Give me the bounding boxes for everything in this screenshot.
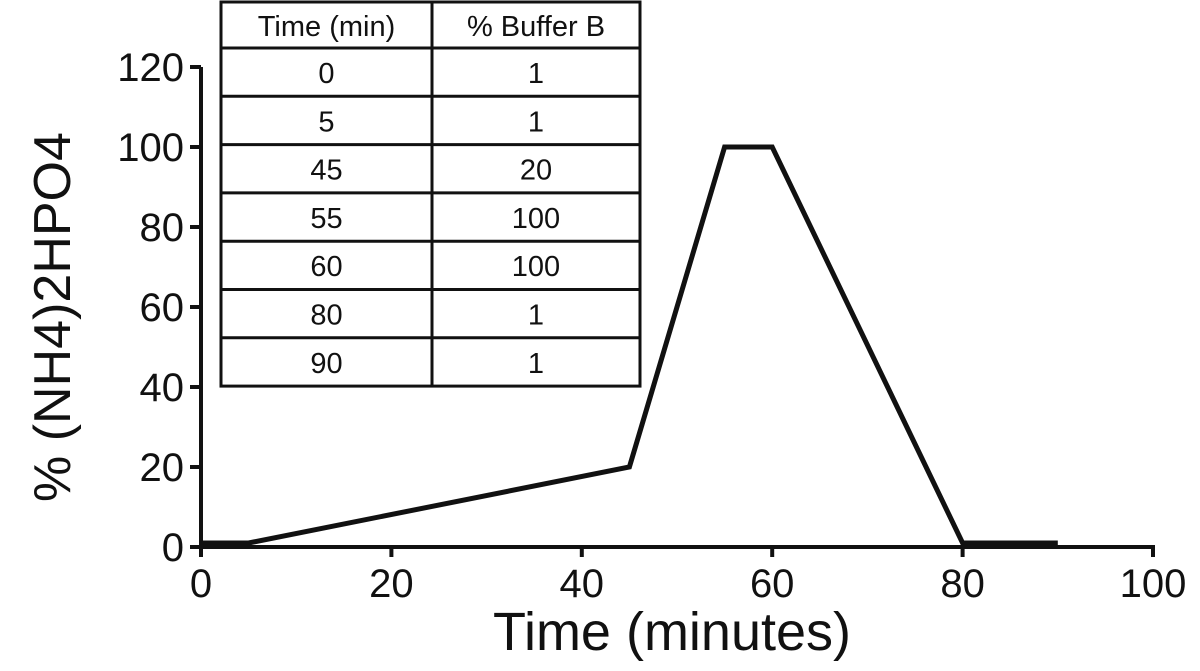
table-cell: 1 <box>528 58 544 90</box>
x-tick-label: 0 <box>190 562 212 606</box>
table-cell: 55 <box>310 203 342 235</box>
table-cell: 5 <box>318 106 334 138</box>
table-cell: 1 <box>528 348 544 380</box>
x-axis-title: Time (minutes) <box>493 602 851 662</box>
x-tick-label: 20 <box>369 562 414 606</box>
y-tick-label: 120 <box>117 46 184 90</box>
table-cell: 0 <box>318 58 334 90</box>
x-tick-label: 40 <box>560 562 605 606</box>
table-cell: 100 <box>512 203 560 235</box>
y-axis-title: % (NH4)2HPO4 <box>24 132 82 502</box>
table-header-cell: % Buffer B <box>467 11 605 43</box>
table-cell: 1 <box>528 300 544 332</box>
table-cell: 45 <box>310 155 342 187</box>
x-tick-label: 60 <box>750 562 795 606</box>
table-header-cell: Time (min) <box>258 11 395 43</box>
table-cell: 100 <box>512 251 560 283</box>
table-cell: 90 <box>310 348 342 380</box>
y-tick-label: 80 <box>140 206 185 250</box>
y-tick-label: 40 <box>140 366 185 410</box>
series-layer <box>200 144 1058 546</box>
y-tick-label: 0 <box>162 526 184 570</box>
table-cell: 20 <box>520 155 552 187</box>
y-tick-label: 60 <box>140 286 185 330</box>
x-tick-label: 100 <box>1120 562 1187 606</box>
y-tick-label: 20 <box>140 446 185 490</box>
gradient-table: Time (min) % Buffer B 0 1 5 1 45 20 55 100 60 100 80… <box>219 0 642 388</box>
x-tick-label: 80 <box>940 562 985 606</box>
table-cell: 1 <box>528 106 544 138</box>
y-tick-label: 100 <box>117 126 184 170</box>
table-cell: 80 <box>310 300 342 332</box>
table-cell: 60 <box>310 251 342 283</box>
